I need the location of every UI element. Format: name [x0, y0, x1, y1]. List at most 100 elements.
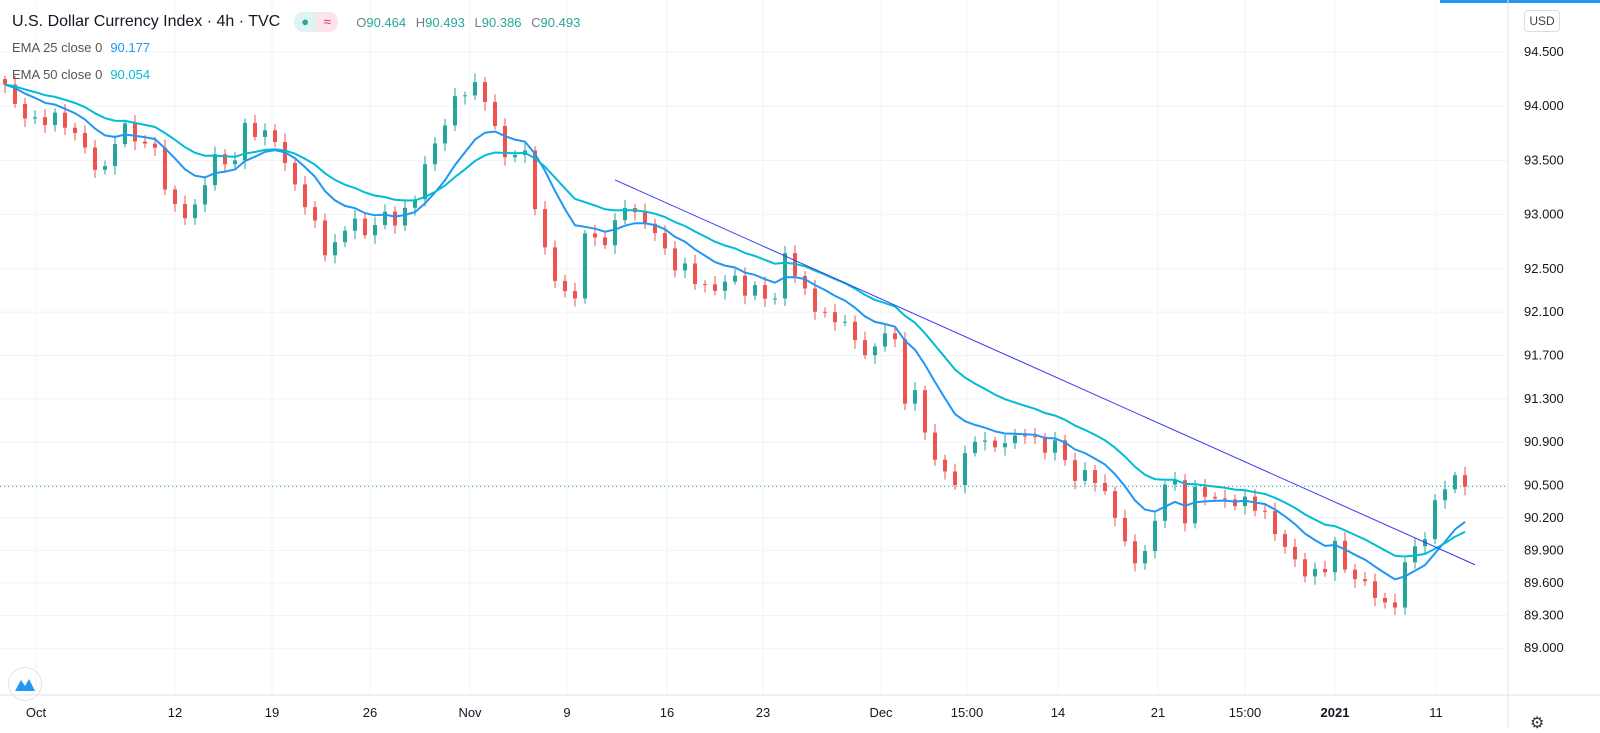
candle-body: [113, 144, 117, 167]
candle-body: [1283, 534, 1287, 547]
low-label: L: [474, 14, 482, 30]
candle-body: [443, 125, 447, 144]
x-tick-label: 16: [660, 705, 674, 720]
candle-body: [393, 211, 397, 226]
candle-body: [1043, 436, 1047, 453]
candle-body: [183, 204, 187, 219]
candle-body: [1083, 470, 1087, 481]
y-tick-label: 91.300: [1524, 391, 1564, 406]
candle-body: [133, 123, 137, 142]
candle-body: [913, 390, 917, 404]
candle-body: [1363, 579, 1367, 582]
candle-body: [243, 122, 247, 161]
ema25-legend[interactable]: EMA 25 close 0 90.177: [12, 40, 150, 55]
candle-body: [1123, 517, 1127, 542]
candle-body: [303, 184, 307, 208]
candle-body: [883, 333, 887, 347]
candle-body: [403, 207, 407, 226]
y-tick-label: 89.000: [1524, 640, 1564, 655]
candle-body: [343, 230, 347, 243]
candle-body: [833, 312, 837, 323]
candle-body: [1293, 546, 1297, 560]
candle-body: [563, 280, 567, 292]
candle-body: [1153, 520, 1157, 552]
candle-body: [813, 288, 817, 312]
ema25-value: 90.177: [110, 40, 151, 55]
tradingview-logo-icon[interactable]: [8, 667, 42, 701]
candle-body: [373, 225, 377, 236]
candle-body: [753, 285, 757, 296]
candle-body: [1183, 480, 1187, 524]
candle-body: [23, 103, 27, 119]
y-tick-label: 91.700: [1524, 348, 1564, 363]
candle-body: [1233, 499, 1237, 507]
symbol-title[interactable]: U.S. Dollar Currency Index · 4h · TVC: [12, 13, 281, 30]
ema50-legend[interactable]: EMA 50 close 0 90.054: [12, 67, 150, 82]
candle-body: [1433, 500, 1437, 540]
candle-body: [553, 247, 557, 281]
candle-body: [1133, 541, 1137, 564]
candle-body: [203, 185, 207, 205]
y-tick-label: 90.900: [1524, 434, 1564, 449]
candle-body: [383, 211, 387, 226]
candle-body: [93, 147, 97, 170]
candle-body: [693, 263, 697, 285]
x-tick-label: 15:00: [951, 705, 984, 720]
candle-body: [1163, 484, 1167, 521]
y-tick-label: 93.500: [1524, 152, 1564, 167]
candle-body: [1343, 540, 1347, 570]
candle-body: [1403, 562, 1407, 608]
candle-body: [313, 207, 317, 221]
candle-body: [1023, 435, 1027, 437]
candle-body: [803, 275, 807, 289]
candle-body: [213, 154, 217, 186]
candle-body: [193, 204, 197, 219]
candle-body: [863, 340, 867, 356]
y-tick-label: 89.300: [1524, 608, 1564, 623]
candle-body: [353, 218, 357, 231]
candle-body: [703, 284, 707, 286]
candle-body: [683, 263, 687, 271]
candle-body: [503, 126, 507, 158]
candle-body: [853, 321, 857, 341]
settings-gear-icon[interactable]: ⚙: [1530, 715, 1545, 732]
candle-body: [723, 281, 727, 291]
candle-body: [103, 166, 107, 170]
candle-body: [673, 248, 677, 271]
candle-body: [1383, 597, 1387, 603]
candle-body: [993, 440, 997, 448]
candle-body: [823, 311, 827, 313]
candle-body: [263, 130, 267, 137]
candle-body: [173, 189, 177, 205]
currency-button[interactable]: USD: [1524, 10, 1560, 32]
candle-body: [903, 339, 907, 404]
candle-body: [643, 212, 647, 224]
candle-body: [1323, 568, 1327, 573]
candle-body: [1313, 568, 1317, 577]
y-tick-label: 94.000: [1524, 98, 1564, 113]
candle-body: [743, 275, 747, 296]
candle-body: [983, 440, 987, 442]
candle-body: [1263, 510, 1267, 512]
candle-body: [1413, 546, 1417, 563]
candle-body: [613, 220, 617, 246]
candle-body: [33, 117, 37, 119]
candle-body: [843, 321, 847, 323]
candle-body: [923, 390, 927, 433]
candle-body: [323, 220, 327, 256]
candle-body: [1053, 440, 1057, 453]
candle-body: [773, 298, 777, 300]
candle-body: [873, 346, 877, 356]
y-tick-label: 90.500: [1524, 478, 1564, 493]
candle-body: [3, 79, 7, 85]
market-status-badge[interactable]: ● ≈: [294, 12, 339, 32]
candle-body: [1143, 551, 1147, 564]
y-tick-label: 92.500: [1524, 261, 1564, 276]
candle-body: [763, 285, 767, 299]
low-value: 90.386: [481, 14, 522, 30]
candle-body: [1353, 569, 1357, 580]
candle-body: [1193, 486, 1197, 524]
x-tick-label: Oct: [26, 705, 47, 720]
candle-body: [1273, 511, 1277, 535]
